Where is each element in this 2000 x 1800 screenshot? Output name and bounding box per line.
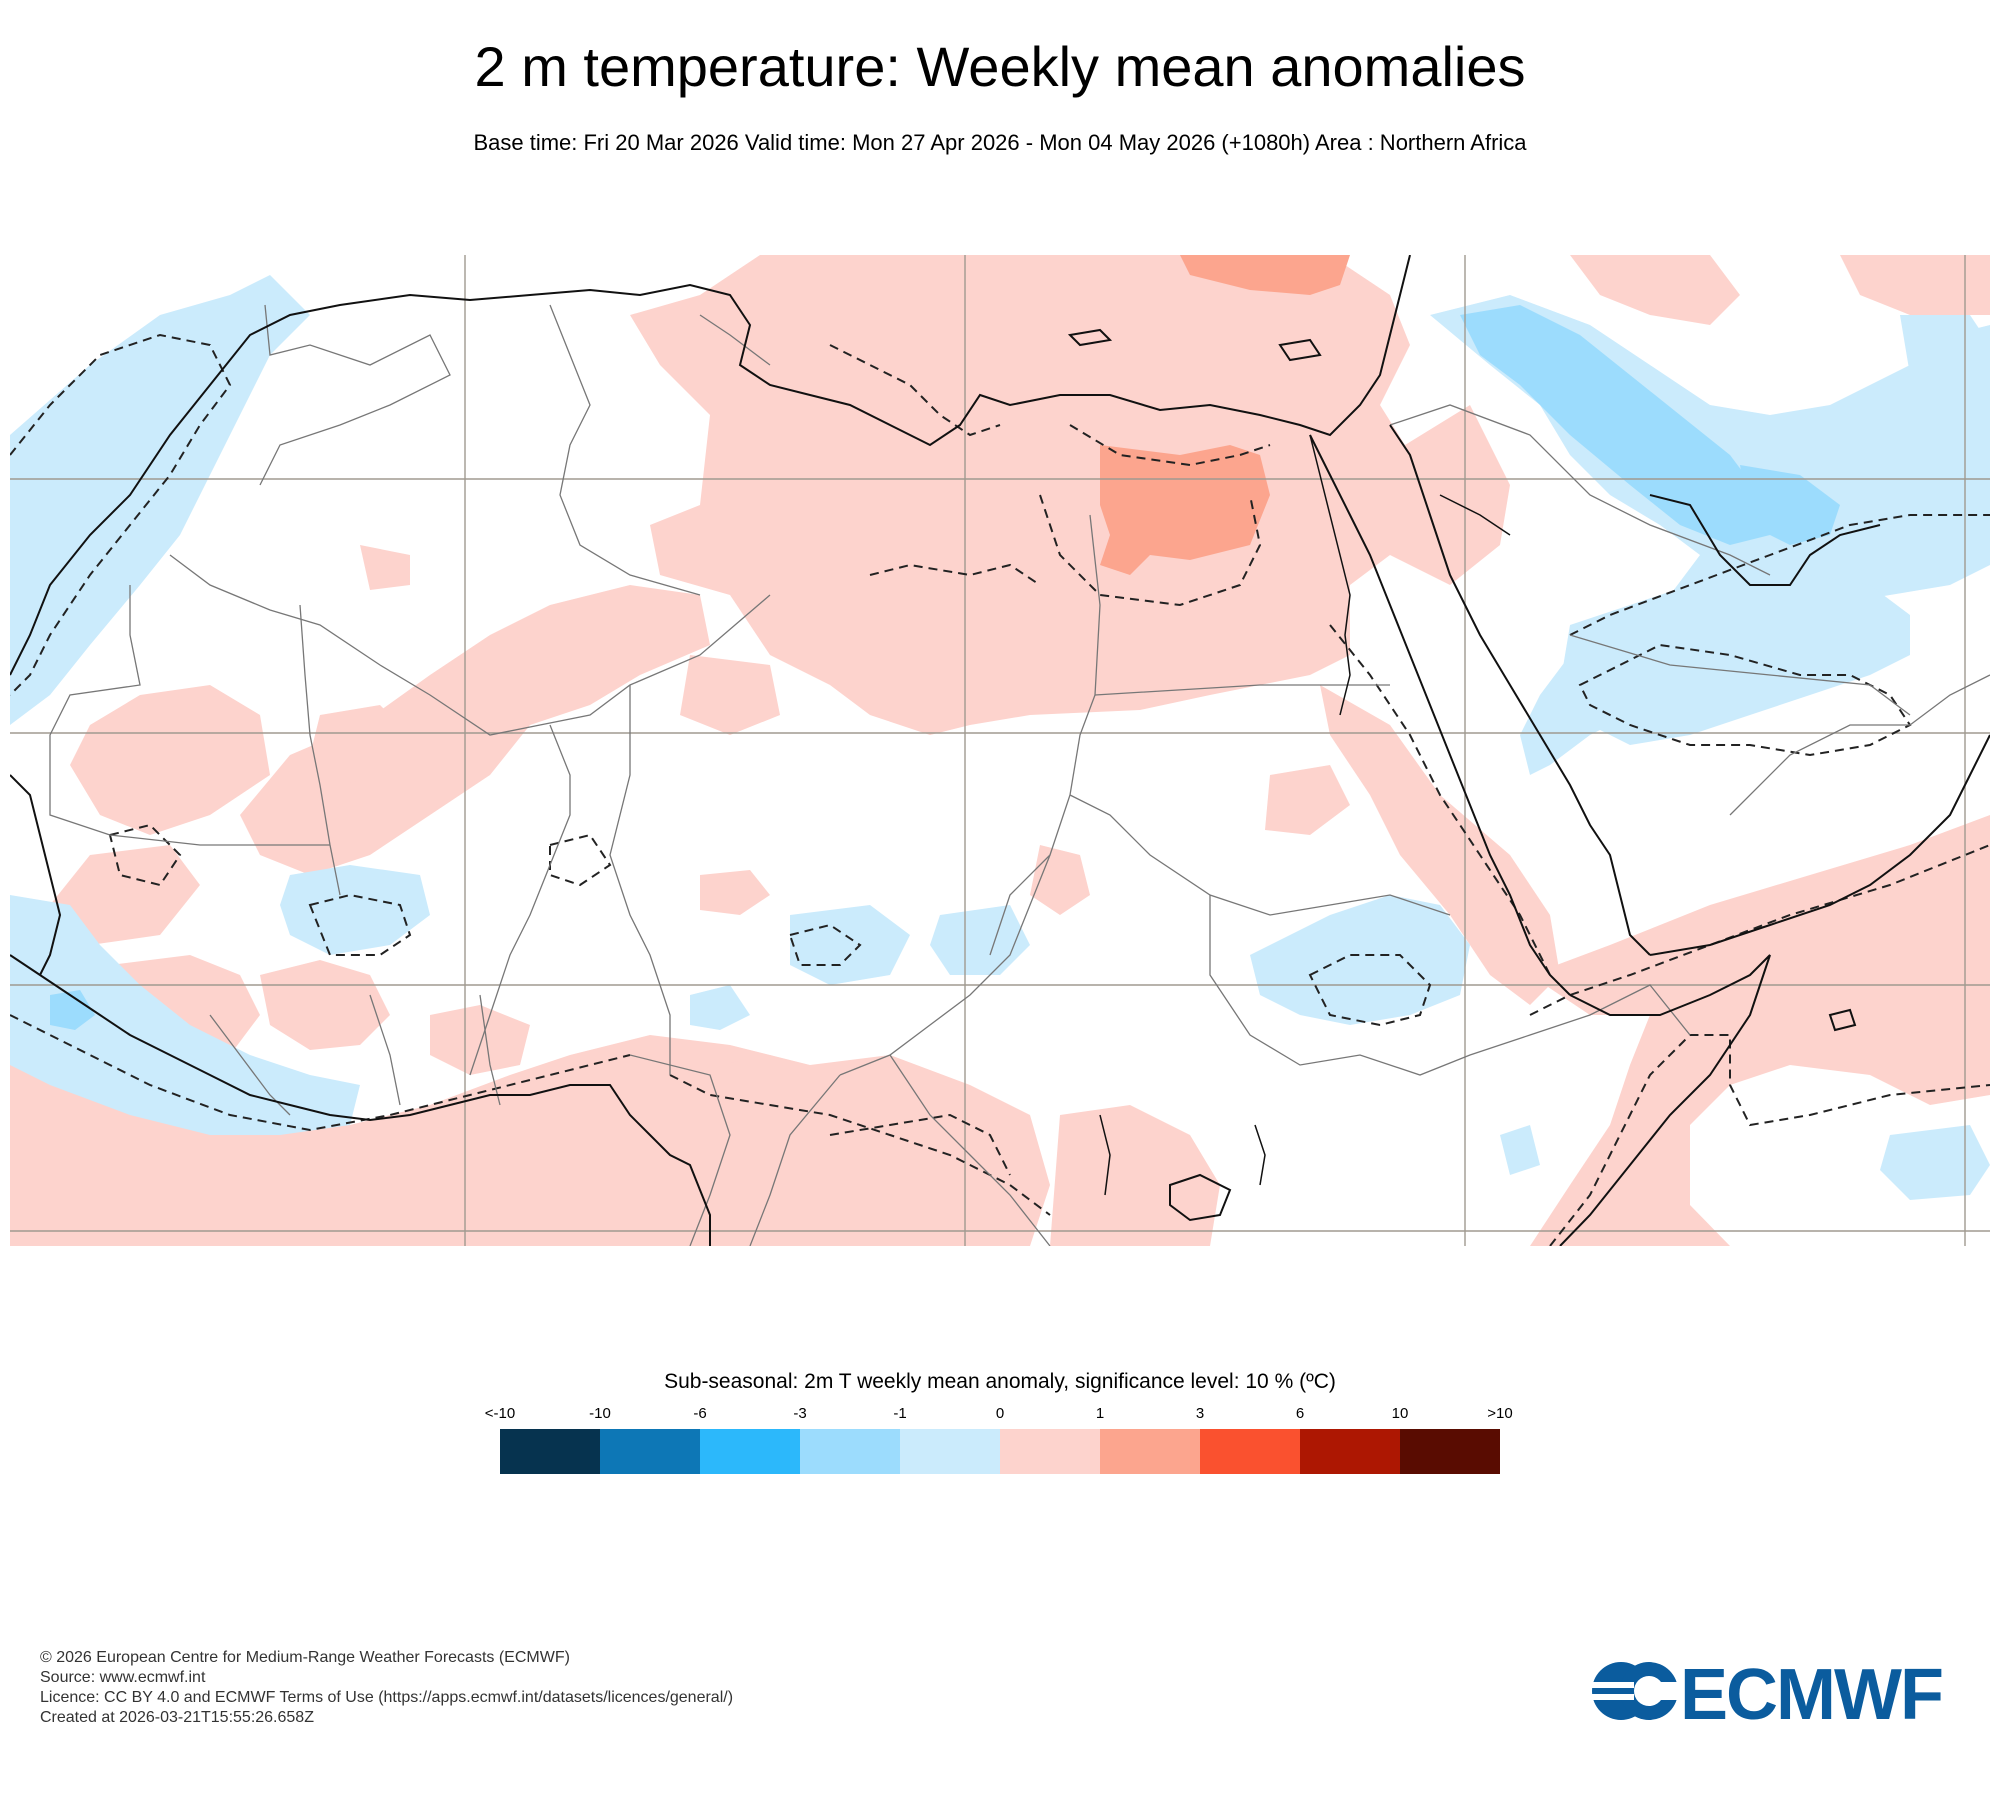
legend-swatch: [900, 1429, 1000, 1474]
legend-tick-label: <-10: [484, 1405, 516, 1422]
source-text: Source: www.ecmwf.int: [40, 1669, 206, 1686]
footer: © 2026 European Centre for Medium-Range …: [40, 1648, 733, 1728]
legend-tick-label: 3: [1195, 1405, 1205, 1422]
legend-tick-label: 6: [1295, 1405, 1305, 1422]
legend-color-bar: [500, 1429, 1500, 1474]
chart-title: 2 m temperature: Weekly mean anomalies: [474, 35, 1526, 98]
ecmwf-logo-icon: [1590, 1662, 1680, 1720]
chart-subtitle: Base time: Fri 20 Mar 2026 Valid time: M…: [473, 130, 1527, 155]
licence-text: Licence: CC BY 4.0 and ECMWF Terms of Us…: [40, 1689, 734, 1706]
ecmwf-logo-text: ECMWF: [1680, 1655, 1944, 1735]
legend-swatch: [1100, 1429, 1200, 1474]
legend-tick-label: 0: [995, 1405, 1005, 1422]
copyright-text: © 2026 European Centre for Medium-Range …: [40, 1649, 570, 1666]
legend-tick-label: 10: [1391, 1405, 1409, 1422]
legend-tick-label: -1: [893, 1405, 907, 1422]
legend-swatch: [700, 1429, 800, 1474]
legend-tick-label: -10: [589, 1405, 611, 1422]
legend-swatch: [1200, 1429, 1300, 1474]
legend-tick-label: 1: [1095, 1405, 1105, 1422]
ecmwf-logo: ECMWF: [1590, 1655, 1965, 1735]
country-borders: [49, 304, 1990, 1246]
anomaly-map: [10, 255, 1990, 1246]
legend-title: Sub-seasonal: 2m T weekly mean anomaly, …: [664, 1370, 1336, 1393]
legend-swatch: [1000, 1429, 1100, 1474]
warm-strong-regions: [1100, 255, 1350, 575]
legend-tick-label: >10: [1487, 1405, 1513, 1422]
significance-contours: [10, 333, 1990, 1246]
legend-swatch: [500, 1429, 600, 1474]
coastlines: [10, 255, 1990, 1246]
legend-swatch: [1300, 1429, 1400, 1474]
legend-swatch: [800, 1429, 900, 1474]
created-text: Created at 2026-03-21T15:55:26.658Z: [40, 1709, 314, 1726]
legend-tick-label: -6: [693, 1405, 707, 1422]
legend-swatch: [1400, 1429, 1500, 1474]
cool-strong-regions: [50, 305, 1840, 1030]
legend-swatch: [600, 1429, 700, 1474]
color-legend: <-10 -10 -6 -3 -1 0 1 3 6 10 >10: [485, 1405, 1513, 1485]
map-graticule: [10, 255, 1990, 1246]
map-canvas: [10, 255, 1990, 1246]
warm-anomaly-regions: [10, 255, 1990, 1246]
legend-tick-label: -3: [793, 1405, 807, 1422]
